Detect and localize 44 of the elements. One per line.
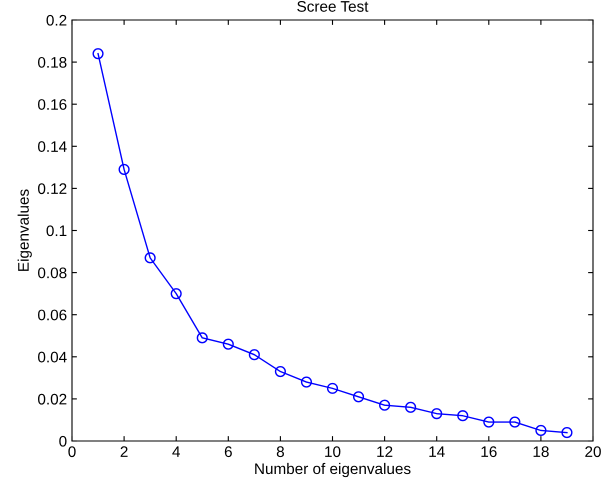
point [144,252,156,264]
y-axis-title: Eigenvalues [18,189,32,271]
x-tick-label: 18 [534,446,549,458]
point [248,349,260,360]
y-tick-label: 0.02 [38,394,66,405]
y-tick-label: 0.18 [38,56,66,68]
point [352,391,364,402]
y-tick-label: 0.04 [38,352,67,362]
point [300,376,312,388]
x-axis-title: Number of eigenvalues [255,462,411,478]
y-tick-label: 0.08 [38,267,66,278]
y-tick-label: 0.2 [46,14,66,26]
point [118,164,130,176]
y-tick-label: 0.12 [38,183,66,194]
point [222,338,234,350]
x-tick-label: 12 [377,446,392,457]
point [483,416,494,428]
point [431,408,442,420]
x-tick-label: 4 [172,446,180,457]
point [196,332,208,344]
y-tick-label: 0 [59,436,67,447]
y-tick-label: 0.06 [38,310,66,320]
x-tick-label: 8 [276,446,284,458]
point [379,400,390,411]
point [326,382,338,394]
x-tick-label: 16 [481,446,497,458]
point [92,48,104,60]
x-tick-label: 0 [68,446,76,458]
point [561,427,573,438]
y-tick-label: 0.1 [46,225,66,236]
point [170,288,182,300]
y-tick-label: 0.14 [38,141,67,152]
point [509,416,520,428]
point [274,366,286,378]
x-tick-label: 10 [325,446,340,458]
point [457,410,468,422]
y-tick-label: 0.16 [38,99,66,110]
point [535,424,546,436]
chart-title: Scree Test [297,1,368,12]
x-tick-label: 6 [224,446,232,458]
point [405,402,416,413]
x-tick-label: 2 [120,446,128,457]
x-tick-label: 14 [429,446,445,457]
x-tick-label: 20 [585,446,601,458]
